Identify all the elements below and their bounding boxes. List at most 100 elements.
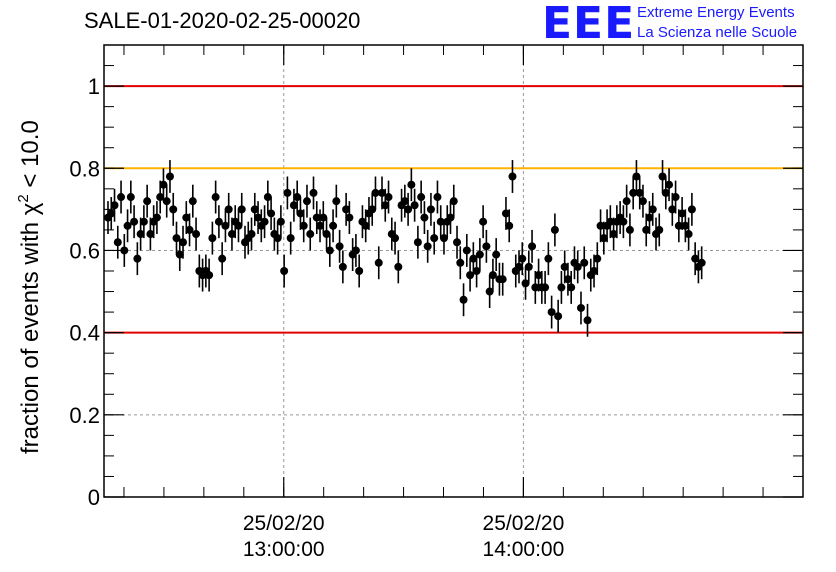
data-point: [319, 213, 328, 222]
data-point: [531, 283, 540, 292]
data-point: [632, 172, 641, 181]
data-point: [580, 258, 589, 267]
data-point: [697, 258, 706, 267]
data-point: [221, 221, 230, 230]
data-point: [691, 254, 700, 263]
data-point: [332, 197, 341, 206]
data-point: [146, 230, 155, 239]
data-point: [462, 246, 471, 255]
data-point: [384, 193, 393, 202]
data-point: [237, 205, 246, 214]
data-point: [169, 205, 178, 214]
data-point: [172, 234, 181, 243]
data-point: [371, 188, 380, 197]
data-point: [289, 201, 298, 210]
data-point: [312, 213, 321, 222]
data-point: [417, 193, 426, 202]
data-point: [351, 246, 360, 255]
data-point: [224, 205, 233, 214]
data-point: [159, 180, 168, 189]
data-point: [544, 254, 553, 263]
data-point: [211, 193, 220, 202]
data-point: [501, 209, 510, 218]
data-point: [338, 262, 347, 271]
data-point: [267, 209, 276, 218]
data-point: [645, 213, 654, 222]
data-point: [508, 172, 517, 181]
data-point: [596, 221, 605, 230]
data-point: [126, 193, 135, 202]
data-point: [550, 225, 559, 234]
data-point: [378, 188, 387, 197]
data-point: [671, 193, 680, 202]
data-point: [635, 188, 644, 197]
data-point: [687, 205, 696, 214]
data-point: [322, 230, 331, 239]
data-point: [488, 271, 497, 280]
data-point: [622, 197, 631, 206]
data-point: [302, 197, 311, 206]
data-point: [250, 205, 259, 214]
data-point: [192, 230, 201, 239]
logo-mark: EEE: [542, 0, 636, 49]
data-point: [521, 279, 530, 288]
x-tick-time: 14:00:00: [483, 538, 565, 561]
data-point: [139, 217, 148, 226]
y-tick-label: 0.6: [69, 238, 100, 263]
data-point: [583, 316, 592, 325]
y-tick-label: 0.4: [69, 321, 100, 346]
x-tick-date: 25/02/20: [243, 512, 325, 535]
data-point: [541, 283, 550, 292]
data-point: [214, 217, 223, 226]
data-point: [234, 221, 243, 230]
data-point: [162, 197, 171, 206]
data-point: [309, 188, 318, 197]
data-point: [394, 262, 403, 271]
data-point: [674, 221, 683, 230]
data-point: [492, 250, 501, 259]
data-point: [208, 234, 217, 243]
data-point: [658, 172, 667, 181]
data-point: [573, 262, 582, 271]
axes: 0 0.2 0.4 0.6 0.8 1 25/02/20 13:00:00 25/02/20 14…: [69, 44, 804, 561]
data-point: [342, 205, 351, 214]
data-point: [306, 230, 315, 239]
data-point: [446, 213, 455, 222]
data-point: [130, 217, 139, 226]
data-point: [254, 213, 263, 222]
data-series: [103, 160, 706, 337]
data-point: [638, 197, 647, 206]
data-point: [485, 287, 494, 296]
data-point: [439, 234, 448, 243]
data-point: [498, 275, 507, 284]
data-point: [472, 267, 481, 275]
data-point: [368, 205, 377, 214]
data-point: [567, 283, 576, 292]
data-point: [329, 221, 338, 230]
data-point: [420, 213, 429, 222]
data-point: [400, 197, 409, 206]
data-point: [505, 221, 514, 230]
data-point: [175, 250, 184, 259]
reference-lines: [104, 85, 803, 334]
data-point: [325, 246, 334, 255]
data-point: [528, 242, 537, 251]
data-point: [668, 205, 677, 214]
data-point: [515, 262, 524, 271]
data-point: [453, 238, 462, 247]
data-point: [110, 201, 119, 210]
data-point: [665, 180, 674, 189]
data-point: [152, 213, 161, 222]
data-point: [182, 213, 191, 222]
data-point: [466, 271, 475, 280]
data-point: [407, 180, 416, 189]
data-point: [619, 217, 628, 226]
data-point: [133, 254, 142, 263]
data-point: [459, 295, 468, 304]
data-point: [479, 217, 488, 226]
data-point: [423, 242, 432, 251]
data-point: [227, 230, 236, 239]
data-point: [355, 267, 364, 275]
data-point: [436, 217, 445, 226]
data-point: [361, 221, 370, 230]
